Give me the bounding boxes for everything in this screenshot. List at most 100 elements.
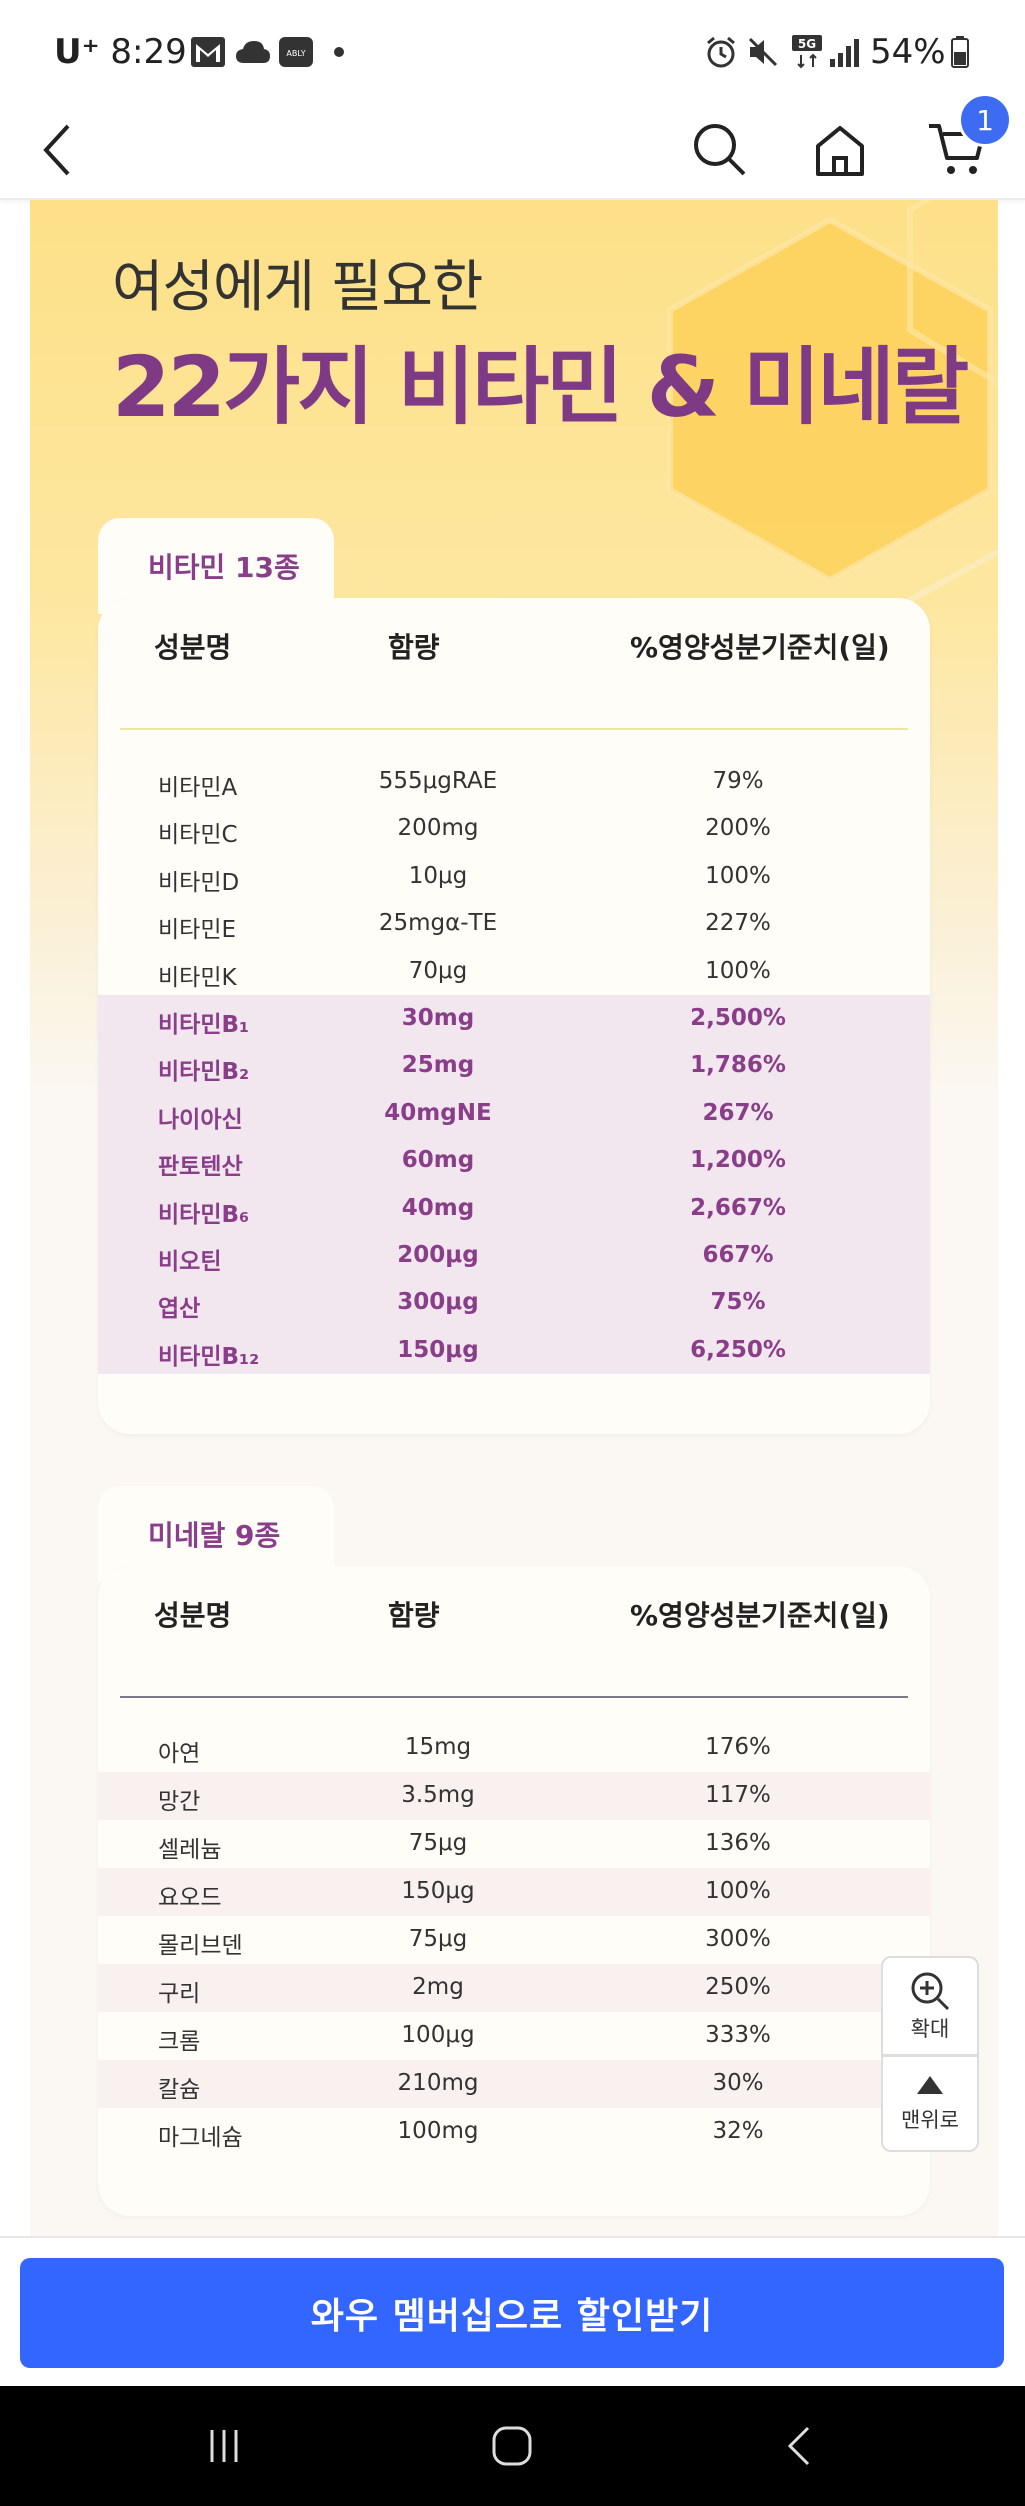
daily-value-percent: 100% <box>705 1878 771 1904</box>
daily-value-percent: 136% <box>705 1830 771 1856</box>
mute-icon <box>746 36 780 68</box>
alarm-icon <box>704 36 738 68</box>
ingredient-name: 비타민D <box>158 869 240 896</box>
system-nav-bar <box>0 2386 1025 2506</box>
dot-icon <box>332 36 346 68</box>
status-bar: U⁺ 8:29 ABLY 5G 54% <box>0 0 1025 100</box>
table-row: 셀레늄 75μg 136% <box>98 1820 930 1868</box>
battery-label: 54% <box>870 32 946 72</box>
daily-value-percent: 100% <box>705 862 771 889</box>
zoom-button[interactable]: 확대 <box>881 1956 979 2056</box>
table-row: 비타민B₁ 30mg 2,500% <box>98 995 930 1043</box>
ingredient-name: 비타민B₂ <box>158 1059 250 1086</box>
column-amount-header: 함량 <box>388 1599 440 1632</box>
search-icon <box>694 124 746 176</box>
table-row: 몰리브덴 75μg 300% <box>98 1916 930 1964</box>
ingredient-name: 구리 <box>158 1981 201 2007</box>
ingredient-amount: 75μg <box>408 1830 468 1856</box>
network-label: 5G <box>798 37 816 51</box>
ingredient-amount: 30mg <box>401 1005 475 1031</box>
back-nav-icon <box>787 2426 810 2466</box>
header-divider <box>120 728 908 730</box>
table-row: 요오드 150μg 100% <box>98 1868 930 1916</box>
back-button[interactable] <box>20 112 96 188</box>
ingredient-amount: 300μg <box>397 1289 479 1316</box>
table-row: 마그네슘 100mg 32% <box>98 2108 930 2156</box>
membership-discount-button[interactable]: 와우 멤버십으로 할인받기 <box>20 2258 1004 2368</box>
zoom-in-icon <box>911 1972 950 2011</box>
vitamin-table: 성분명 함량 %영양성분기준치(일) 비타민A 555μgRAE 79% 비타민C 20… <box>98 598 930 1434</box>
daily-value-percent: 267% <box>702 1099 774 1126</box>
table-row: 엽산 300μg 75% <box>98 1279 930 1327</box>
hero-subtitle: 여성에게 필요한 <box>112 255 483 320</box>
table-row: 판토텐산 60mg 1,200% <box>98 1137 930 1185</box>
daily-value-percent: 79% <box>712 768 764 794</box>
ingredient-amount: 100μg <box>401 2022 475 2048</box>
ingredient-amount: 15mg <box>404 1734 472 1760</box>
ingredient-name: 몰리브덴 <box>158 1933 243 1959</box>
table-row: 망간 3.5mg 117% <box>98 1772 930 1820</box>
table-row: 비타민B₆ 40mg 2,667% <box>98 1184 930 1232</box>
ingredient-amount: 200μg <box>397 1242 479 1268</box>
signal-icon <box>828 36 862 68</box>
ingredient-amount: 200mg <box>397 815 479 842</box>
ingredient-amount: 40mgNE <box>384 1099 492 1126</box>
back-nav-button[interactable] <box>760 2416 840 2476</box>
daily-value-percent: 1,200% <box>690 1147 786 1174</box>
ingredient-amount: 25mg <box>401 1052 475 1079</box>
battery-icon <box>950 36 970 68</box>
daily-value-percent: 667% <box>702 1242 774 1268</box>
ingredient-name: 비타민B₁ <box>158 1012 250 1038</box>
ingredient-name: 요오드 <box>158 1885 222 1911</box>
ingredient-amount: 100mg <box>397 2118 479 2144</box>
daily-value-percent: 333% <box>705 2022 771 2048</box>
daily-value-percent: 2,500% <box>690 1005 786 1031</box>
ingredient-amount: 150μg <box>397 1336 479 1363</box>
ingredient-amount: 210mg <box>397 2070 479 2096</box>
ingredient-name: 판토텐산 <box>158 1154 243 1181</box>
ably-icon: ABLY <box>278 36 314 68</box>
arrow-up-icon <box>917 2075 943 2094</box>
mineral-table: 성분명 함량 %영양성분기준치(일) 아연 15mg 176% 망간 3.5mg 117%… <box>98 1566 930 2216</box>
column-percent-header: %영양성분기준치(일) <box>630 631 890 664</box>
column-name-header: 성분명 <box>154 1599 232 1632</box>
home-button[interactable] <box>802 112 878 188</box>
ingredient-name: 비타민B₆ <box>158 1201 250 1228</box>
ingredient-name: 비타민B₁₂ <box>158 1343 260 1370</box>
daily-value-percent: 200% <box>705 815 771 842</box>
ingredient-name: 엽산 <box>158 1296 201 1323</box>
ingredient-name: 비타민K <box>158 964 237 991</box>
table-row: 비타민A 555μgRAE 79% <box>98 758 930 805</box>
product-detail-content: 여성에게 필요한 22가지 비타민 & 미네랄 비타민 13종 성분명 함량 %… <box>30 200 998 2236</box>
table-row: 비타민K 70μg 100% <box>98 948 930 995</box>
ingredient-amount: 3.5mg <box>401 1782 475 1808</box>
daily-value-percent: 2,667% <box>690 1194 786 1221</box>
ingredient-name: 비오틴 <box>158 1249 222 1275</box>
ingredient-name: 망간 <box>158 1789 201 1815</box>
ingredient-amount: 40mg <box>401 1194 475 1221</box>
ingredient-amount: 60mg <box>401 1147 475 1174</box>
daily-value-percent: 1,786% <box>690 1052 786 1079</box>
table-row: 비타민C 200mg 200% <box>98 805 930 852</box>
table-row: 칼슘 210mg 30% <box>98 2060 930 2108</box>
table-row: 구리 2mg 250% <box>98 1964 930 2012</box>
vitamin-table-header: 성분명 함량 %영양성분기준치(일) <box>98 598 930 688</box>
ingredient-amount: 2mg <box>412 1974 464 2000</box>
home-nav-icon <box>492 2426 532 2466</box>
5g-icon: 5G <box>792 35 822 69</box>
daily-value-percent: 250% <box>705 1974 771 2000</box>
ingredient-name: 아연 <box>158 1741 201 1767</box>
daily-value-percent: 75% <box>710 1289 766 1316</box>
status-time: U⁺ 8:29 <box>54 32 187 72</box>
gmail-icon <box>190 36 226 68</box>
home-nav-button[interactable] <box>472 2416 552 2476</box>
search-button[interactable] <box>682 112 758 188</box>
zoom-label: 확대 <box>910 2017 950 2041</box>
scroll-top-button[interactable]: 맨위로 <box>881 2056 979 2152</box>
ingredient-name: 비타민A <box>158 775 238 801</box>
recent-apps-button[interactable] <box>184 2416 264 2476</box>
cart-count-badge: 1 <box>958 93 1012 147</box>
clock: 8:29 <box>110 32 187 72</box>
bottom-action-bar: 와우 멤버십으로 할인받기 <box>0 2236 1025 2386</box>
table-row: 크롬 100μg 333% <box>98 2012 930 2060</box>
